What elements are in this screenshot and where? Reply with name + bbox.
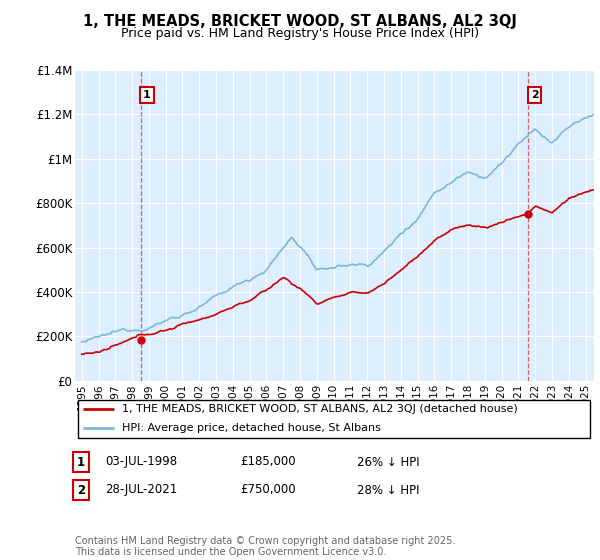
Text: 28-JUL-2021: 28-JUL-2021 [105,483,177,497]
Text: Price paid vs. HM Land Registry's House Price Index (HPI): Price paid vs. HM Land Registry's House … [121,27,479,40]
Text: 28% ↓ HPI: 28% ↓ HPI [357,483,419,497]
Text: £185,000: £185,000 [240,455,296,469]
Text: HPI: Average price, detached house, St Albans: HPI: Average price, detached house, St A… [122,423,380,433]
Text: 1, THE MEADS, BRICKET WOOD, ST ALBANS, AL2 3QJ (detached house): 1, THE MEADS, BRICKET WOOD, ST ALBANS, A… [122,404,517,414]
Text: 1: 1 [143,90,151,100]
Text: Contains HM Land Registry data © Crown copyright and database right 2025.
This d: Contains HM Land Registry data © Crown c… [75,535,455,557]
Text: 2: 2 [530,90,538,100]
Text: 03-JUL-1998: 03-JUL-1998 [105,455,177,469]
Text: 1, THE MEADS, BRICKET WOOD, ST ALBANS, AL2 3QJ: 1, THE MEADS, BRICKET WOOD, ST ALBANS, A… [83,14,517,29]
Text: 2: 2 [77,483,85,497]
Text: 26% ↓ HPI: 26% ↓ HPI [357,455,419,469]
Text: £750,000: £750,000 [240,483,296,497]
FancyBboxPatch shape [77,400,590,437]
Text: 1: 1 [77,455,85,469]
